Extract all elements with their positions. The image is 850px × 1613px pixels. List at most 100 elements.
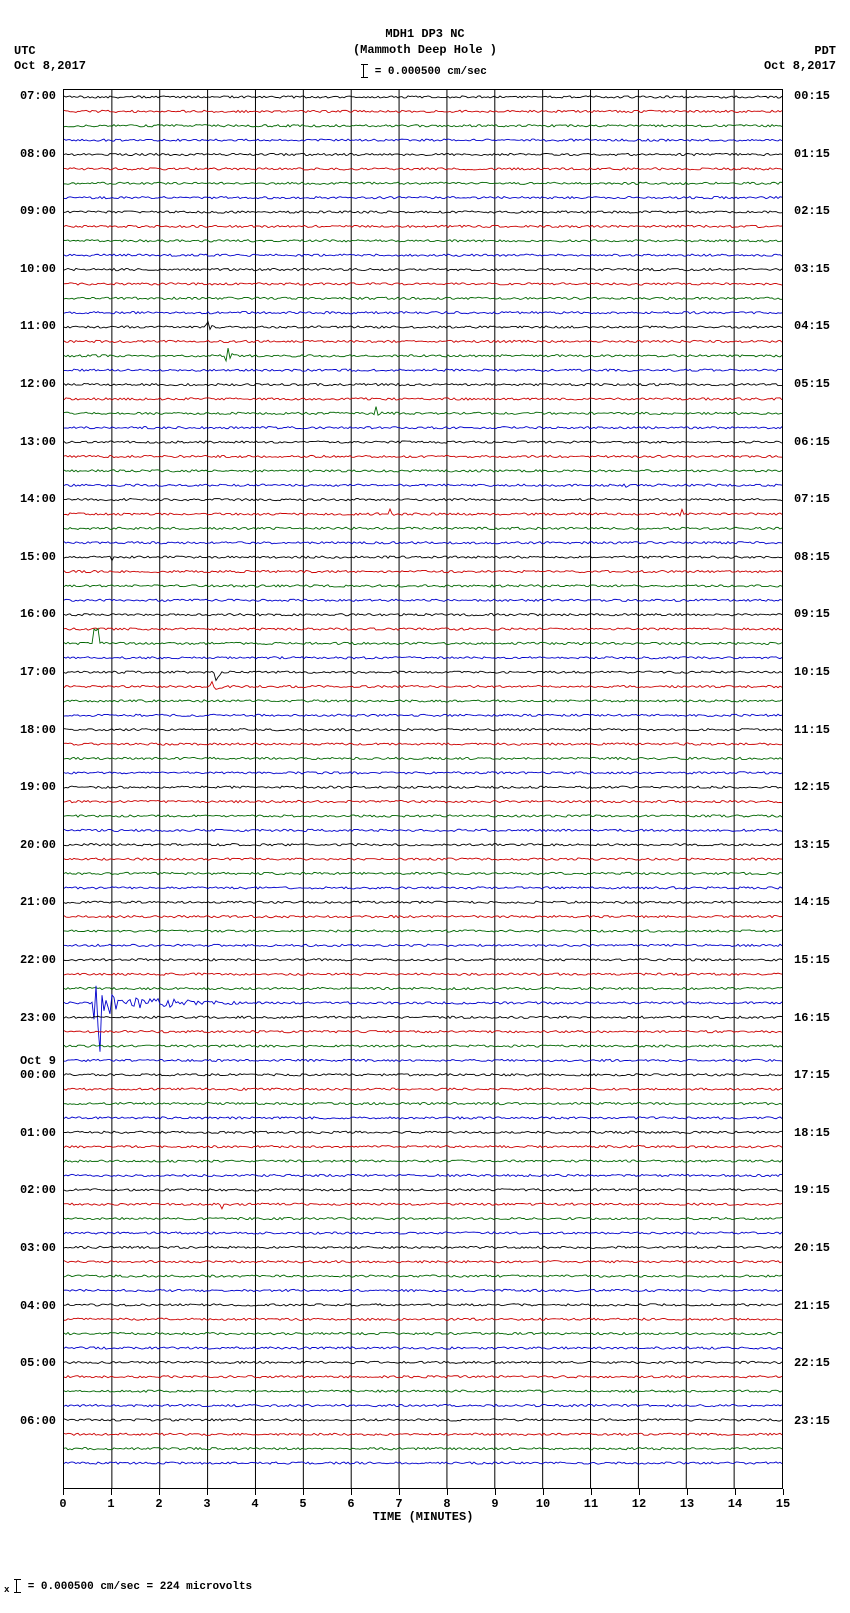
time-label: 17:15	[794, 1069, 830, 1081]
seismic-trace	[64, 556, 782, 561]
seismic-trace	[64, 1117, 782, 1119]
time-label: 18:15	[794, 1127, 830, 1139]
time-label: 16:15	[794, 1012, 830, 1024]
seismic-trace	[64, 153, 782, 155]
time-label: 23:00	[20, 1012, 56, 1024]
scale-indicator-top: = 0.000500 cm/sec	[0, 64, 850, 78]
scale-bar-icon-bottom	[16, 1579, 17, 1593]
time-label: 09:15	[794, 608, 830, 620]
seismic-trace	[64, 1261, 782, 1263]
seismic-trace	[64, 125, 782, 127]
chart-header: MDH1 DP3 NC (Mammoth Deep Hole )	[0, 26, 850, 58]
x-tick-mark	[447, 1489, 448, 1495]
time-label: 08:15	[794, 551, 830, 563]
x-tick-label: 0	[59, 1497, 66, 1511]
time-label: 09:00	[20, 205, 56, 217]
timezone-left: UTC Oct 8,2017	[14, 44, 86, 74]
footer-text: = 0.000500 cm/sec = 224 microvolts	[28, 1581, 252, 1593]
seismic-trace	[64, 499, 782, 501]
seismic-trace	[64, 1031, 782, 1033]
seismic-trace	[64, 211, 782, 213]
time-label: 14:00	[20, 493, 56, 505]
time-label: 00:15	[794, 90, 830, 102]
seismic-trace	[64, 1016, 782, 1018]
seismic-trace	[64, 815, 782, 817]
seismic-trace	[64, 470, 782, 472]
seismic-trace	[64, 182, 782, 184]
time-label: 04:15	[794, 320, 830, 332]
seismic-trace	[64, 1275, 782, 1277]
seismic-trace	[64, 1347, 782, 1349]
seismic-trace	[64, 1304, 782, 1306]
x-tick-label: 10	[536, 1497, 550, 1511]
footer-scale: x = 0.000500 cm/sec = 224 microvolts	[4, 1579, 252, 1595]
timezone-right: PDT Oct 8,2017	[764, 44, 836, 74]
time-label: 13:00	[20, 436, 56, 448]
seismic-trace	[64, 1332, 782, 1334]
seismic-trace	[64, 973, 782, 975]
seismic-trace	[64, 829, 782, 831]
time-label: 13:15	[794, 839, 830, 851]
seismic-trace	[64, 1232, 782, 1234]
seismic-trace	[64, 1160, 782, 1162]
seismic-trace	[64, 700, 782, 702]
seismic-trace	[64, 527, 782, 529]
seismic-trace	[64, 743, 782, 745]
seismic-trace	[64, 197, 782, 199]
y-axis-right-labels: 00:1501:1502:1503:1504:1505:1506:1507:15…	[790, 89, 850, 1489]
seismic-trace	[64, 757, 782, 759]
x-tick-mark	[255, 1489, 256, 1495]
time-label: 01:15	[794, 148, 830, 160]
seismic-trace	[64, 570, 782, 572]
seismic-trace	[64, 484, 782, 487]
seismic-trace	[64, 168, 782, 170]
seismic-trace	[64, 844, 782, 846]
seismic-trace	[64, 1102, 782, 1104]
seismic-trace	[64, 1217, 782, 1219]
time-label: 19:00	[20, 781, 56, 793]
seismic-trace	[64, 322, 782, 330]
seismic-trace	[64, 441, 782, 443]
time-label: 12:00	[20, 378, 56, 390]
seismic-trace	[64, 509, 782, 516]
seismic-trace	[64, 858, 782, 860]
seismic-trace	[64, 268, 782, 270]
time-label: 17:00	[20, 666, 56, 678]
seismic-trace	[64, 1318, 782, 1320]
x-tick-label: 15	[776, 1497, 790, 1511]
seismic-trace	[64, 786, 782, 788]
time-label: 16:00	[20, 608, 56, 620]
time-label: 03:00	[20, 1242, 56, 1254]
seismic-trace	[64, 614, 782, 616]
time-label: 21:15	[794, 1300, 830, 1312]
seismic-trace	[64, 139, 782, 141]
time-label: Oct 9	[20, 1055, 56, 1067]
seismic-trace	[64, 599, 782, 601]
time-label: 14:15	[794, 896, 830, 908]
tz-right-date: Oct 8,2017	[764, 59, 836, 74]
x-axis-ticks: 0123456789101112131415	[63, 1489, 783, 1511]
seismic-trace	[64, 1448, 782, 1450]
time-label: 20:15	[794, 1242, 830, 1254]
seismic-trace	[64, 96, 782, 98]
station-name: (Mammoth Deep Hole )	[0, 42, 850, 58]
seismic-trace	[64, 585, 782, 587]
scale-bar-icon	[363, 64, 364, 78]
seismic-trace	[64, 671, 782, 680]
seismic-trace	[64, 398, 782, 400]
seismogram-page: MDH1 DP3 NC (Mammoth Deep Hole ) = 0.000…	[0, 0, 850, 1613]
seismic-trace	[64, 930, 782, 932]
seismic-trace	[64, 427, 782, 429]
seismic-trace	[64, 657, 782, 659]
time-label: 08:00	[20, 148, 56, 160]
x-tick-label: 4	[251, 1497, 258, 1511]
seismic-trace	[64, 916, 782, 918]
time-label: 07:00	[20, 90, 56, 102]
seismogram-plot	[63, 89, 783, 1489]
x-axis-label: TIME (MINUTES)	[63, 1510, 783, 1524]
time-label: 01:00	[20, 1127, 56, 1139]
x-tick-mark	[63, 1489, 64, 1495]
station-code: MDH1 DP3 NC	[0, 26, 850, 42]
x-tick-mark	[783, 1489, 784, 1495]
seismic-trace	[64, 628, 782, 630]
